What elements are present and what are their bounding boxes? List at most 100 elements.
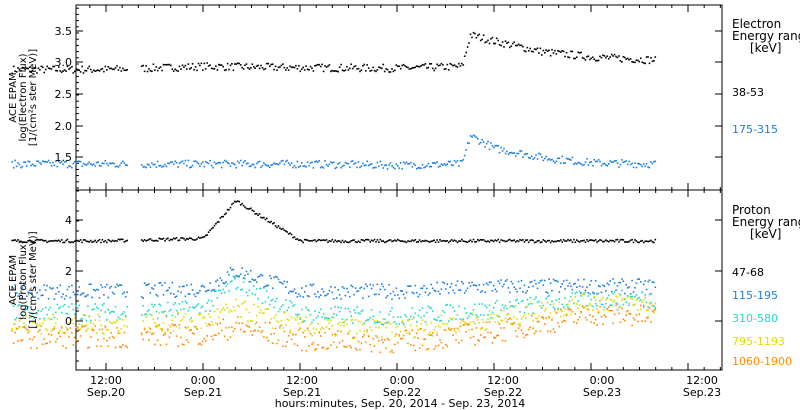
data-point bbox=[27, 329, 29, 331]
data-point bbox=[219, 217, 222, 219]
data-point bbox=[427, 294, 430, 296]
data-point bbox=[155, 239, 158, 242]
data-point bbox=[592, 309, 594, 311]
data-point bbox=[210, 67, 213, 70]
data-point bbox=[186, 284, 188, 286]
data-point bbox=[503, 309, 505, 312]
data-point bbox=[239, 328, 242, 331]
data-point bbox=[431, 162, 434, 164]
data-point bbox=[523, 314, 526, 316]
data-point bbox=[47, 333, 50, 335]
data-point bbox=[186, 302, 188, 304]
data-point bbox=[28, 160, 31, 163]
data-point bbox=[231, 269, 233, 271]
data-point bbox=[23, 283, 25, 285]
data-point bbox=[648, 240, 651, 242]
data-point bbox=[82, 292, 85, 294]
data-point bbox=[223, 282, 226, 285]
data-point bbox=[583, 307, 585, 309]
data-point bbox=[232, 275, 235, 278]
data-point bbox=[570, 309, 572, 311]
data-point bbox=[592, 239, 594, 242]
data-point bbox=[53, 65, 56, 68]
data-point bbox=[498, 151, 501, 154]
data-point bbox=[49, 318, 51, 321]
data-point bbox=[624, 319, 626, 322]
data-point bbox=[532, 158, 534, 161]
data-point bbox=[536, 301, 539, 304]
data-point bbox=[443, 329, 446, 331]
data-point bbox=[347, 162, 350, 165]
data-point bbox=[461, 339, 463, 342]
data-point bbox=[369, 326, 371, 329]
data-point bbox=[88, 161, 91, 163]
data-point bbox=[325, 163, 328, 166]
data-point bbox=[299, 316, 302, 319]
data-point bbox=[186, 68, 188, 70]
data-point bbox=[251, 292, 254, 295]
data-point bbox=[542, 159, 545, 162]
data-point bbox=[625, 301, 627, 304]
data-point bbox=[608, 57, 610, 60]
data-point bbox=[14, 284, 16, 286]
data-point bbox=[69, 67, 72, 69]
data-point bbox=[410, 240, 412, 243]
data-point bbox=[529, 326, 531, 329]
data-point bbox=[533, 157, 536, 159]
data-point bbox=[395, 326, 398, 329]
data-point bbox=[98, 319, 101, 322]
data-point bbox=[629, 239, 632, 242]
data-point bbox=[628, 304, 630, 307]
data-point bbox=[376, 161, 379, 164]
data-point bbox=[126, 305, 128, 308]
data-point bbox=[644, 62, 646, 65]
data-point bbox=[353, 336, 355, 339]
data-point bbox=[593, 295, 595, 298]
data-point bbox=[618, 312, 620, 315]
data-point bbox=[285, 286, 287, 288]
data-point bbox=[283, 163, 286, 166]
data-point bbox=[631, 279, 633, 282]
data-point bbox=[337, 289, 339, 291]
data-point bbox=[280, 305, 283, 308]
data-point bbox=[401, 240, 403, 242]
data-point bbox=[251, 209, 254, 212]
data-point bbox=[213, 334, 216, 336]
data-point bbox=[251, 63, 254, 65]
data-point bbox=[114, 67, 117, 69]
data-point bbox=[641, 291, 643, 294]
data-point bbox=[624, 297, 626, 300]
data-point bbox=[389, 292, 392, 295]
data-point bbox=[238, 200, 240, 203]
data-point bbox=[220, 216, 223, 218]
data-point bbox=[159, 328, 162, 330]
data-point bbox=[504, 240, 507, 243]
data-point bbox=[363, 322, 366, 325]
data-point bbox=[504, 280, 507, 282]
data-point bbox=[410, 161, 412, 164]
data-point bbox=[274, 65, 277, 68]
data-point bbox=[365, 238, 367, 241]
data-point bbox=[376, 239, 379, 241]
data-point bbox=[648, 279, 651, 281]
data-point bbox=[156, 317, 159, 320]
data-point bbox=[494, 302, 497, 304]
data-point bbox=[162, 334, 165, 336]
data-point bbox=[158, 67, 160, 69]
data-point bbox=[168, 336, 171, 338]
data-point bbox=[583, 278, 585, 281]
data-point bbox=[74, 240, 76, 242]
data-point bbox=[449, 329, 451, 331]
data-point bbox=[120, 70, 123, 72]
data-point bbox=[190, 67, 192, 69]
data-point bbox=[504, 317, 507, 320]
data-point bbox=[289, 290, 291, 293]
data-point bbox=[117, 330, 120, 332]
data-point bbox=[33, 67, 35, 69]
data-point bbox=[251, 320, 254, 322]
data-point bbox=[557, 309, 559, 311]
data-point bbox=[242, 204, 245, 207]
data-point bbox=[484, 291, 486, 293]
data-point bbox=[634, 162, 636, 164]
data-point bbox=[314, 161, 316, 163]
